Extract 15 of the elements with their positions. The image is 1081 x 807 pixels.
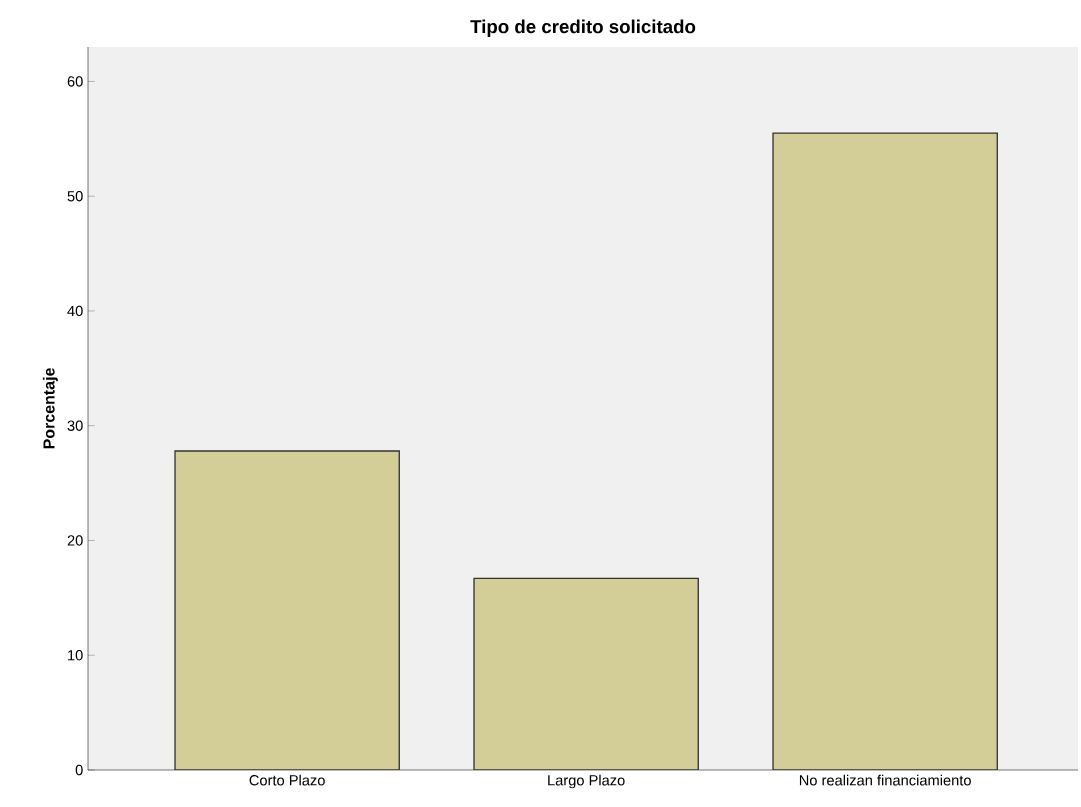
y-tick-label: 30 (67, 420, 83, 431)
y-tick-label: 0 (75, 764, 83, 776)
y-tick-label: 20 (67, 535, 83, 546)
bar (473, 577, 699, 770)
y-tick-label: 60 (67, 76, 83, 87)
y-tick-label: 10 (68, 650, 83, 661)
y-axis-title: Porcentaje (42, 368, 58, 449)
x-tick-label: No realizan financiamiento (799, 774, 971, 786)
y-tick-label: 40 (67, 305, 83, 317)
chart-title: Tipo de credito solicitado (470, 19, 696, 37)
y-tick-label: 50 (67, 191, 83, 202)
bar (772, 132, 998, 770)
x-tick-label: Largo Plazo (548, 774, 625, 789)
x-tick-label: Corto Plazo (249, 774, 325, 786)
bar (174, 450, 400, 770)
